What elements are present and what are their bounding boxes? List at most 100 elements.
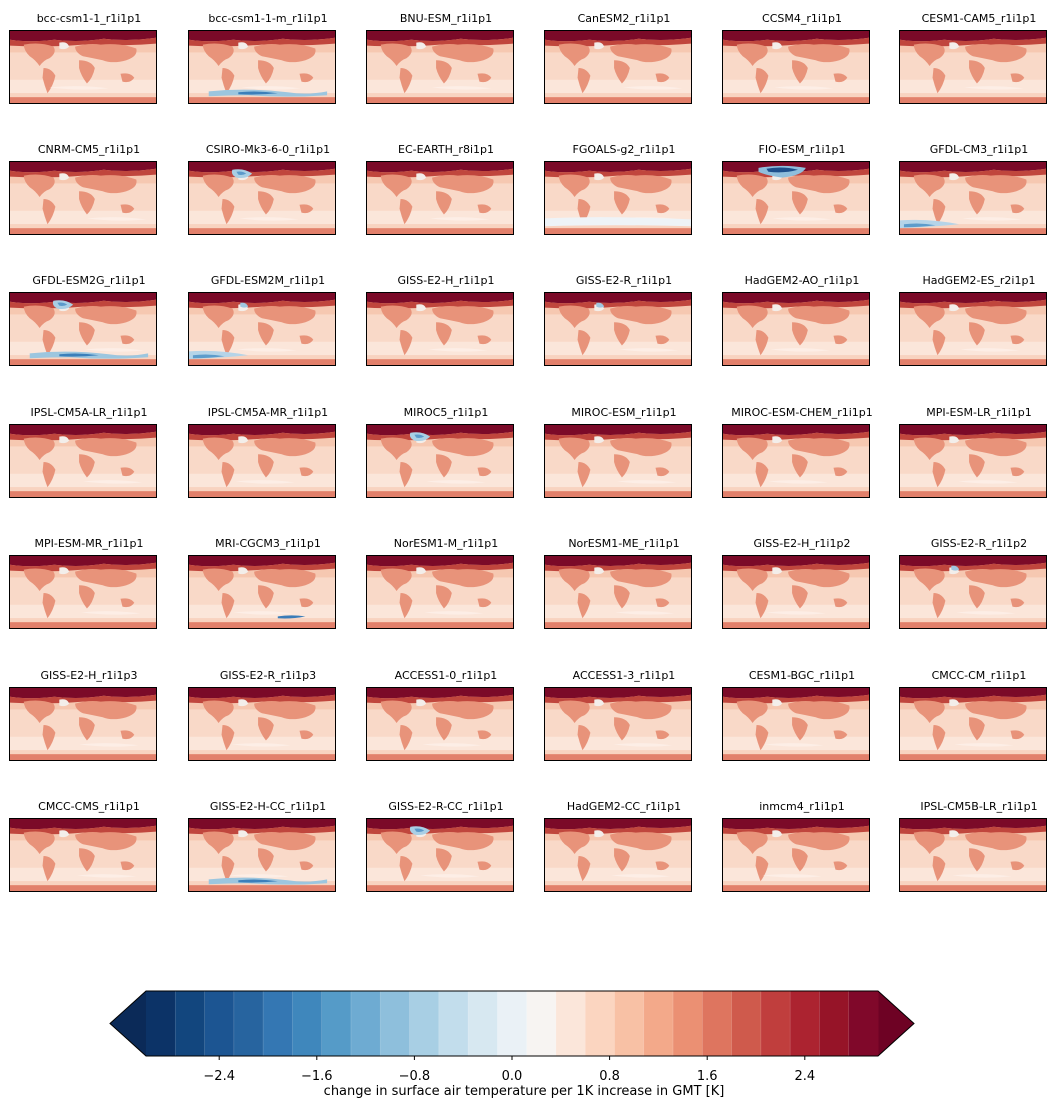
panel-map: [9, 818, 157, 892]
panel-map: [544, 30, 692, 104]
colorbar-bin: [731, 991, 762, 1056]
colorbar-bin: [585, 991, 615, 1056]
colorbar-bin: [175, 991, 206, 1056]
panel-title: CMCC-CMS_r1i1p1: [38, 800, 140, 813]
colorbar-label: change in surface air temperature per 1K…: [323, 1084, 725, 1099]
map-heatmap: [545, 556, 691, 628]
panel-map: [899, 292, 1047, 366]
panel-title: HadGEM2-CC_r1i1p1: [566, 800, 682, 813]
map-heatmap: [367, 162, 513, 234]
panel-map: [899, 687, 1047, 761]
colorbar-bin: [673, 991, 703, 1056]
colorbar-bin: [848, 991, 879, 1056]
panel-title: MIROC5_r1i1p1: [403, 406, 489, 419]
panel-title: CNRM-CM5_r1i1p1: [37, 143, 141, 156]
panel-map: [188, 424, 336, 498]
colorbar-bin: [614, 991, 645, 1056]
map-heatmap: [10, 819, 156, 891]
panel-title: bcc-csm1-1-m_r1i1p1: [208, 12, 328, 25]
panel-title: ACCESS1-0_r1i1p1: [394, 669, 498, 682]
colorbar-bin: [468, 991, 498, 1056]
colorbar-tick-label: 2.4: [794, 1069, 815, 1084]
colorbar-bin: [350, 991, 381, 1056]
panel-title: CCSM4_r1i1p1: [762, 12, 842, 25]
panel-title: GISS-E2-H_r1i1p2: [753, 537, 851, 550]
panel-grid: bcc-csm1-1_r1i1p1 bcc-csm1-1-m_r1i1p1 BNU-…: [9, 12, 1047, 892]
panel-title: CanESM2_r1i1p1: [577, 12, 671, 25]
panel-map: [366, 292, 514, 366]
panel-map: [366, 424, 514, 498]
panel-map: [899, 555, 1047, 629]
panel-map: [544, 687, 692, 761]
map-heatmap: [723, 293, 869, 365]
map-heatmap: [189, 293, 335, 365]
panel-title: MRI-CGCM3_r1i1p1: [215, 537, 321, 550]
panel-title: MPI-ESM-MR_r1i1p1: [34, 537, 144, 550]
map-heatmap: [900, 162, 1046, 234]
map-heatmap: [545, 425, 691, 497]
panel-map: [722, 424, 870, 498]
panel-map: [722, 555, 870, 629]
colorbar-bin: [321, 991, 352, 1056]
panel-map: [366, 161, 514, 235]
colorbar-tick-label: 0.8: [599, 1069, 620, 1084]
panel-title: GISS-E2-H_r1i1p3: [40, 669, 138, 682]
map-heatmap: [189, 819, 335, 891]
panel-map: [366, 30, 514, 104]
map-heatmap: [900, 31, 1046, 103]
panel-map: [722, 687, 870, 761]
panel-map: [544, 292, 692, 366]
map-heatmap: [10, 162, 156, 234]
colorbar-bin: [146, 991, 176, 1056]
colorbar-tick-label: 0.0: [502, 1069, 523, 1084]
panel-title: HadGEM2-ES_r2i1p1: [922, 274, 1036, 287]
panel-map: [188, 161, 336, 235]
colorbar-tick-label: −0.8: [399, 1069, 431, 1084]
panel-map: [366, 687, 514, 761]
map-heatmap: [545, 162, 691, 234]
panel-map: [899, 818, 1047, 892]
panel-map: [9, 687, 157, 761]
map-heatmap: [367, 688, 513, 760]
panel-map: [366, 818, 514, 892]
map-heatmap: [900, 293, 1046, 365]
panel-map: [899, 424, 1047, 498]
map-heatmap: [545, 31, 691, 103]
colorbar-svg: −2.4 −1.6 −0.8 0.0 0.8 1.6 2.4: [109, 990, 915, 1084]
panel-title: MIROC-ESM_r1i1p1: [571, 406, 677, 419]
colorbar-bin: [409, 991, 440, 1056]
panel-title: BNU-ESM_r1i1p1: [399, 12, 493, 25]
map-heatmap: [900, 425, 1046, 497]
map-heatmap: [189, 425, 335, 497]
panel-title: NorESM1-ME_r1i1p1: [568, 537, 680, 550]
colorbar-bin: [702, 991, 733, 1056]
map-heatmap: [545, 688, 691, 760]
colorbar-bin: [292, 991, 323, 1056]
map-heatmap: [10, 556, 156, 628]
panel-map: [544, 424, 692, 498]
colorbar-bin: [380, 991, 411, 1056]
panel-map: [9, 161, 157, 235]
map-heatmap: [900, 556, 1046, 628]
panel-map: [722, 818, 870, 892]
panel-title: GISS-E2-R_r1i1p2: [930, 537, 1028, 550]
panel-map: [722, 30, 870, 104]
panel-title: IPSL-CM5A-MR_r1i1p1: [207, 406, 329, 419]
colorbar-bin: [204, 991, 235, 1056]
colorbar-tick-label: −1.6: [301, 1069, 333, 1084]
colorbar-extend-high: [878, 991, 914, 1056]
panel-title: GISS-E2-H_r1i1p1: [397, 274, 495, 287]
panel-title: GISS-E2-H-CC_r1i1p1: [209, 800, 327, 813]
panel-title: CSIRO-Mk3-6-0_r1i1p1: [205, 143, 331, 156]
panel-title: NorESM1-M_r1i1p1: [393, 537, 499, 550]
panel-map: [366, 555, 514, 629]
panel-map: [188, 292, 336, 366]
panel-title: MIROC-ESM-CHEM_r1i1p1: [731, 406, 873, 419]
panel-map: [544, 818, 692, 892]
panel-title: FIO-ESM_r1i1p1: [758, 143, 846, 156]
colorbar-bin: [497, 991, 528, 1056]
map-heatmap: [723, 162, 869, 234]
map-heatmap: [189, 162, 335, 234]
map-heatmap: [10, 293, 156, 365]
panel-title: CESM1-CAM5_r1i1p1: [921, 12, 1037, 25]
